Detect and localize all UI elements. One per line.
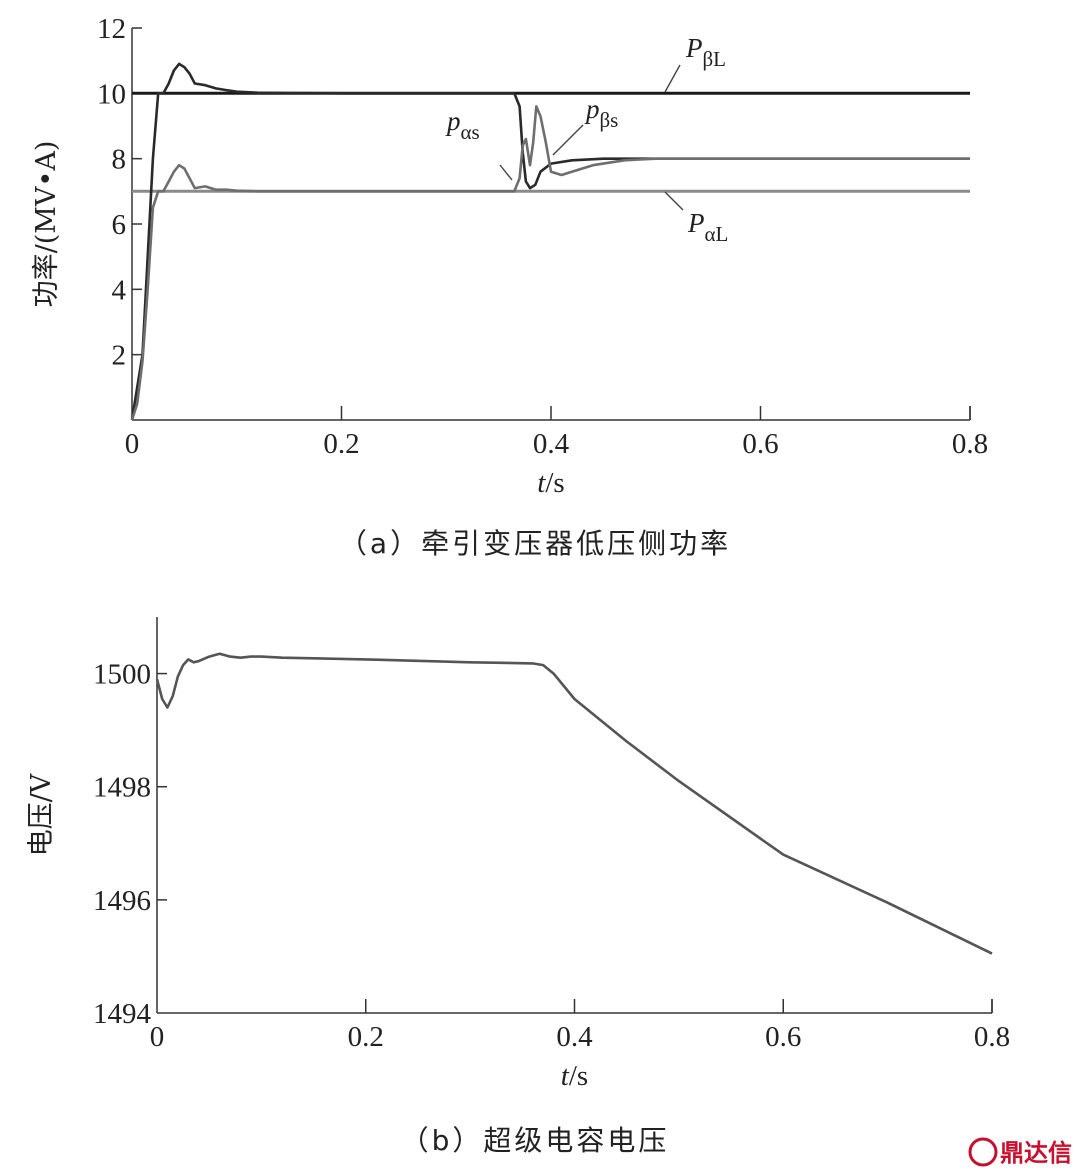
x-tick-label: 0.4 <box>533 428 570 460</box>
series-line-2 <box>130 62 970 421</box>
x-axis-label-unit: /s <box>545 467 564 499</box>
x-tick-label: 0 <box>125 428 140 460</box>
x-axis-label: t/s <box>537 467 564 499</box>
x-tick-label: 0.8 <box>952 428 988 460</box>
series-label-base: P <box>685 33 703 63</box>
series-label: pαs <box>445 106 480 144</box>
x-tick-label: 0.4 <box>556 1021 593 1053</box>
y-tick-label: 10 <box>97 78 126 110</box>
series-label-sub: βL <box>703 47 727 71</box>
series-label-sub: βs <box>600 108 619 132</box>
y-axis-label: 电压/V <box>26 773 57 856</box>
y-tick-label: 6 <box>112 209 127 241</box>
label-leader-line <box>552 124 584 156</box>
y-tick-label: 12 <box>97 13 126 45</box>
series-label-sub: αL <box>705 222 729 246</box>
watermark-logo-icon <box>968 1137 998 1167</box>
series-label-base: P <box>687 208 705 238</box>
caption-a: （a）牵引变压器低压侧功率 <box>339 527 731 560</box>
x-tick-label: 0.6 <box>742 428 778 460</box>
watermark: 鼎达信 <box>968 1137 1072 1167</box>
x-axis-label-var: t <box>537 467 546 499</box>
x-tick-label: 0.2 <box>323 428 359 460</box>
x-axis-label-var: t <box>561 1060 570 1092</box>
y-tick-label: 1500 <box>93 659 151 691</box>
series-label: PαL <box>687 208 728 246</box>
x-axis-label: t/s <box>561 1060 588 1092</box>
y-tick-label: 1494 <box>93 998 152 1030</box>
chart-b-supercap-voltage: 0 0.2 0.4 0.6 0.8 1494 1496 1498 1500 t/s 电压/V <box>26 617 1010 1092</box>
series-label-sub: αs <box>461 120 480 144</box>
x-tick-label: 0.2 <box>348 1021 384 1053</box>
x-tick-label: 0 <box>150 1021 165 1053</box>
label-leader-line <box>664 64 681 93</box>
x-tick-label: 0.8 <box>974 1021 1010 1053</box>
caption-b: （b）超级电容电压 <box>401 1124 670 1157</box>
series-line-0 <box>155 652 993 955</box>
series-line-3 <box>130 105 970 421</box>
x-tick-label: 0.6 <box>765 1021 801 1053</box>
series-label-base: p <box>584 94 600 124</box>
watermark-text: 鼎达信 <box>1000 1139 1072 1167</box>
y-tick-label: 1498 <box>93 772 151 804</box>
series-label: PβL <box>685 33 726 71</box>
y-tick-label: 1496 <box>93 885 151 917</box>
y-tick-label: 4 <box>112 274 127 306</box>
series-label-base: p <box>445 106 461 136</box>
y-tick-label: 8 <box>112 144 127 176</box>
chart-a-traction-transformer-power: 0 0.2 0.4 0.6 0.824681012t/s功率/(MV•A)PβLpαsp… <box>31 13 988 499</box>
x-axis-label-unit: /s <box>569 1060 588 1092</box>
y-axis-label: 功率/(MV•A) <box>31 141 62 308</box>
y-tick-label: 2 <box>112 340 127 372</box>
label-leader-line <box>499 164 513 181</box>
series-label: pβs <box>584 94 618 132</box>
label-leader-line <box>664 191 684 211</box>
